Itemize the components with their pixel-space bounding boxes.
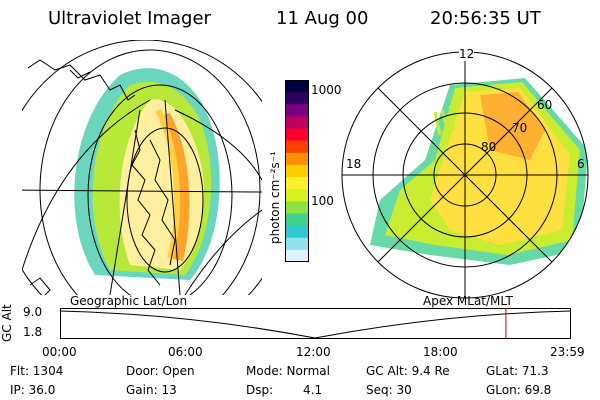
colorbar-segment xyxy=(285,116,309,130)
colorbar xyxy=(285,80,309,262)
geo-longitude: GLon: 69.8 xyxy=(486,383,552,397)
instrument-title: Ultraviolet Imager xyxy=(48,8,211,29)
colorbar-segment xyxy=(285,189,309,202)
colorbar-segment xyxy=(285,201,309,215)
colorbar-segment xyxy=(285,237,309,251)
right-panel-label: Apex MLat/MLT xyxy=(423,294,513,308)
mode-value: Mode: Normal xyxy=(246,364,330,378)
gc-altitude: GC Alt: 9.4 Re xyxy=(366,364,450,378)
altitude-curve xyxy=(60,310,572,339)
colorbar-segment xyxy=(285,249,309,262)
colorbar-tick-100: 100 xyxy=(311,194,334,208)
colorbar-unit-label: photon cm⁻²s⁻¹ xyxy=(268,151,282,244)
polar-plot xyxy=(341,51,589,299)
colorbar-segment xyxy=(285,104,309,117)
flight-number: Flt: 1304 xyxy=(10,364,64,378)
ip-value: IP: 36.0 xyxy=(10,383,56,397)
timeline-ytick-1.8: 1.8 xyxy=(23,325,43,339)
timeline-xtick-0600: 06:00 xyxy=(168,345,203,359)
mlt-6-label: 6 xyxy=(577,157,585,171)
colorbar-segment xyxy=(285,152,309,166)
colorbar-tick-1000: 1000 xyxy=(311,83,342,97)
dsp-label: Dsp: xyxy=(246,383,274,397)
door-status: Door: Open xyxy=(126,364,195,378)
timeline-xtick-0000: 00:00 xyxy=(42,345,77,359)
colorbar-segment xyxy=(285,80,309,93)
colorbar-segment xyxy=(285,140,309,154)
left-panel-label: Geographic Lat/Lon xyxy=(70,294,188,308)
oval-arcs xyxy=(433,105,456,136)
mlt-18-label: 18 xyxy=(346,157,362,171)
aurora-band xyxy=(155,108,181,259)
lat-80-label: 80 xyxy=(481,140,497,154)
timeline-xtick-2359: 23:59 xyxy=(550,345,585,359)
timeline-xtick-1200: 12:00 xyxy=(296,345,331,359)
colorbar-segment xyxy=(285,225,309,239)
colorbar-segment xyxy=(285,177,309,190)
timeline-xtick-1800: 18:00 xyxy=(423,345,458,359)
mlt-12-label: 12 xyxy=(459,47,475,61)
colorbar-segment xyxy=(285,92,309,105)
timeline-axis-title: GC Alt xyxy=(0,304,14,342)
aurora-peak xyxy=(160,112,190,262)
colorbar-segment xyxy=(285,213,309,227)
sequence-number: Seq: 30 xyxy=(366,383,412,397)
dsp-value: 4.1 xyxy=(303,383,323,397)
lat-70-label: 70 xyxy=(512,121,528,135)
colorbar-segment xyxy=(285,164,309,178)
colorbar-segment xyxy=(285,128,309,142)
gain-value: Gain: 13 xyxy=(126,383,177,397)
timeline-plot xyxy=(60,308,572,339)
observation-date: 11 Aug 00 xyxy=(276,8,369,29)
geo-latitude: GLat: 71.3 xyxy=(486,364,549,378)
geographic-image xyxy=(22,40,262,295)
lat-60-label: 60 xyxy=(537,98,553,112)
observation-time: 20:56:35 UT xyxy=(430,8,541,29)
timeline-ytick-9: 9.0 xyxy=(23,305,43,319)
